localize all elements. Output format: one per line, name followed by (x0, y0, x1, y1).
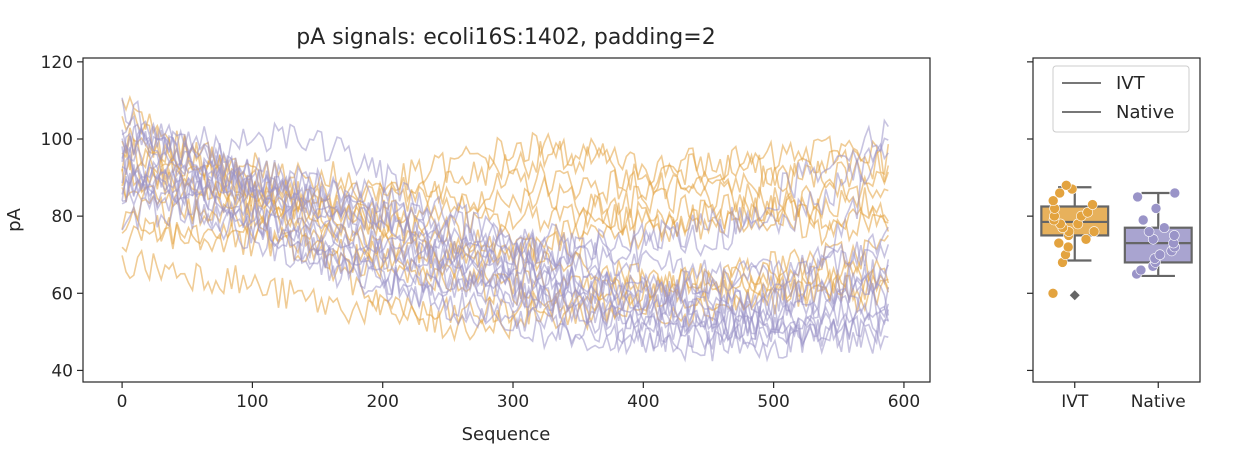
x-tick-label: 200 (366, 392, 398, 412)
y-axis-label: pA (4, 207, 25, 231)
trace-ivt-4 (121, 248, 890, 326)
trace-native-12 (121, 97, 889, 266)
ivt-outlier (1069, 290, 1080, 301)
chart-title: pA signals: ecoli16S:1402, padding=2 (296, 25, 715, 50)
y-tick-label: 120 (41, 53, 73, 73)
x-tick-label: 400 (627, 392, 659, 412)
legend-ivt-label: IVT (1116, 73, 1146, 94)
native-point (1169, 230, 1180, 241)
legend-native-label: Native (1116, 102, 1174, 123)
x-tick-label: 100 (236, 392, 268, 412)
native-point (1137, 214, 1149, 226)
y-tick-label: 40 (51, 361, 73, 381)
ivt-point (1062, 241, 1074, 253)
box-x-tick-label-ivt: IVT (1061, 392, 1089, 412)
ivt-point (1054, 187, 1065, 199)
x-tick-label: 300 (497, 392, 529, 412)
ivt-point (1080, 234, 1092, 245)
ivt-point (1047, 195, 1059, 206)
x-tick-label: 500 (757, 392, 789, 412)
box-plot-frame (1032, 57, 1201, 383)
native-point (1159, 222, 1170, 233)
y-axis-ticks: 40 60 80 100 120 (41, 53, 83, 381)
ivt-point (1087, 199, 1098, 210)
ivt-point (1061, 180, 1072, 191)
trace-native-11 (121, 168, 890, 343)
trace-native-1 (121, 146, 889, 355)
ivt-point (1053, 237, 1065, 249)
native-point (1135, 264, 1147, 276)
y-tick-label: 80 (51, 207, 73, 227)
trace-lines (121, 94, 890, 363)
box-x-tick-label-native: Native (1131, 392, 1186, 412)
x-axis-ticks: 0 100 200 300 400 500 600 (117, 382, 920, 412)
native-point (1154, 249, 1166, 260)
line-plot-frame (82, 57, 931, 383)
legend: IVT Native (1052, 65, 1190, 133)
boxplots (1040, 180, 1193, 301)
trace-native-3 (121, 114, 889, 324)
y-tick-label: 60 (51, 284, 73, 304)
trace-native-13 (121, 164, 890, 356)
y-tick-label: 100 (41, 130, 73, 150)
box-x-axis-ticks: IVT Native (1061, 382, 1186, 412)
trace-native-4 (121, 172, 890, 333)
trace-ivt-0 (121, 108, 890, 224)
native-point (1169, 187, 1181, 199)
trace-ivt-7 (121, 131, 890, 220)
native-point (1143, 226, 1155, 237)
native-point (1150, 203, 1162, 214)
trace-native-10 (121, 142, 890, 350)
x-tick-label: 0 (117, 392, 128, 412)
x-tick-label: 600 (888, 392, 920, 412)
native-point (1132, 191, 1143, 203)
ivt-point (1082, 207, 1093, 218)
x-axis-label: Sequence (462, 424, 551, 445)
ivt-point (1088, 226, 1100, 237)
ivt-point (1047, 287, 1059, 299)
box-y-axis-ticks (1027, 61, 1033, 372)
